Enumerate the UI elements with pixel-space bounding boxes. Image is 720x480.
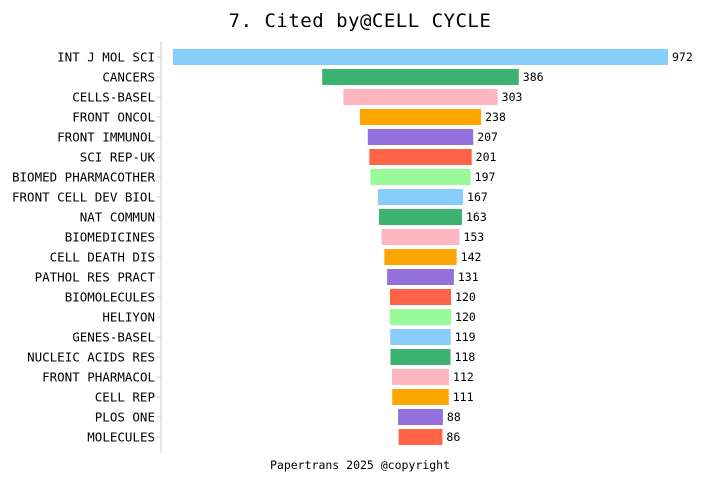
data-label: 120 (455, 310, 476, 324)
data-label: 120 (455, 290, 476, 304)
y-tick-label: BIOMEDICINES (65, 230, 155, 245)
bar (389, 309, 452, 325)
data-label: 167 (467, 190, 488, 204)
data-label: 88 (447, 410, 461, 424)
y-tick-label: CANCERS (102, 70, 155, 85)
y-tick-label: PATHOL RES PRACT (35, 270, 156, 285)
data-label: 163 (466, 210, 487, 224)
y-tick-label: GENES-BASEL (72, 330, 155, 345)
y-tick-label: CELLS-BASEL (72, 90, 155, 105)
bar (398, 409, 443, 425)
bar (384, 249, 457, 265)
y-tick-label: CELL REP (95, 390, 155, 405)
data-label: 303 (502, 90, 523, 104)
y-tick-label: INT J MOL SCI (57, 50, 155, 65)
y-tick-label: PLOS ONE (95, 410, 155, 425)
y-tick-label: FRONT ONCOL (72, 110, 155, 125)
bar (387, 269, 454, 285)
y-tick-label: MOLECULES (87, 430, 155, 445)
y-tick-label: FRONT PHARMACOL (42, 370, 155, 385)
data-label: 111 (453, 390, 474, 404)
y-tick-label: CELL DEATH DIS (50, 250, 155, 265)
data-label: 972 (672, 50, 693, 64)
bar (389, 289, 452, 305)
bar (359, 109, 482, 125)
data-label: 153 (463, 230, 484, 244)
y-tick-label: SCI REP-UK (80, 150, 156, 165)
chart-footer: Papertrans 2025 @copyright (269, 458, 450, 472)
bar (391, 369, 450, 385)
data-label: 86 (446, 430, 460, 444)
bar (390, 349, 451, 365)
data-label: 131 (458, 270, 479, 284)
y-tick-label: HELIYON (102, 310, 155, 325)
data-label: 386 (523, 70, 544, 84)
bar (392, 389, 449, 405)
bar (173, 49, 668, 65)
y-tick-label: NUCLEIC ACIDS RES (27, 350, 155, 365)
bar (369, 149, 472, 165)
data-label: 207 (477, 130, 498, 144)
bar (379, 209, 463, 225)
bar (390, 329, 451, 345)
bar (343, 89, 498, 105)
y-tick-label: BIOMED PHARMACOTHER (12, 170, 155, 185)
bar (377, 189, 464, 205)
bar (381, 229, 460, 245)
data-label: 119 (455, 330, 476, 344)
bar (370, 169, 471, 185)
bar (367, 129, 474, 145)
y-tick-label: NAT COMMUN (80, 210, 155, 225)
data-label: 112 (453, 370, 474, 384)
bar (322, 69, 519, 85)
data-label: 197 (475, 170, 496, 184)
y-tick-label: BIOMOLECULES (65, 290, 155, 305)
y-tick-label: FRONT CELL DEV BIOL (12, 190, 155, 205)
data-label: 142 (461, 250, 482, 264)
data-label: 238 (485, 110, 506, 124)
bar (398, 429, 443, 445)
y-tick-label: FRONT IMMUNOL (57, 130, 155, 145)
data-label: 118 (455, 350, 476, 364)
chart-title: 7. Cited by@CELL CYCLE (228, 10, 492, 32)
data-label: 201 (476, 150, 497, 164)
